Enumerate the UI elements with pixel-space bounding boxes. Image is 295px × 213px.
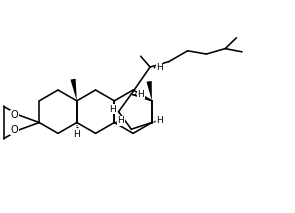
Text: O: O bbox=[11, 125, 19, 135]
Text: H: H bbox=[137, 90, 144, 99]
Polygon shape bbox=[71, 79, 77, 101]
Text: H: H bbox=[156, 63, 163, 72]
Text: H: H bbox=[118, 116, 124, 125]
Text: O: O bbox=[11, 110, 19, 120]
Text: H: H bbox=[109, 105, 116, 114]
Polygon shape bbox=[146, 81, 152, 101]
Text: H: H bbox=[156, 116, 163, 125]
Text: H: H bbox=[73, 130, 80, 139]
